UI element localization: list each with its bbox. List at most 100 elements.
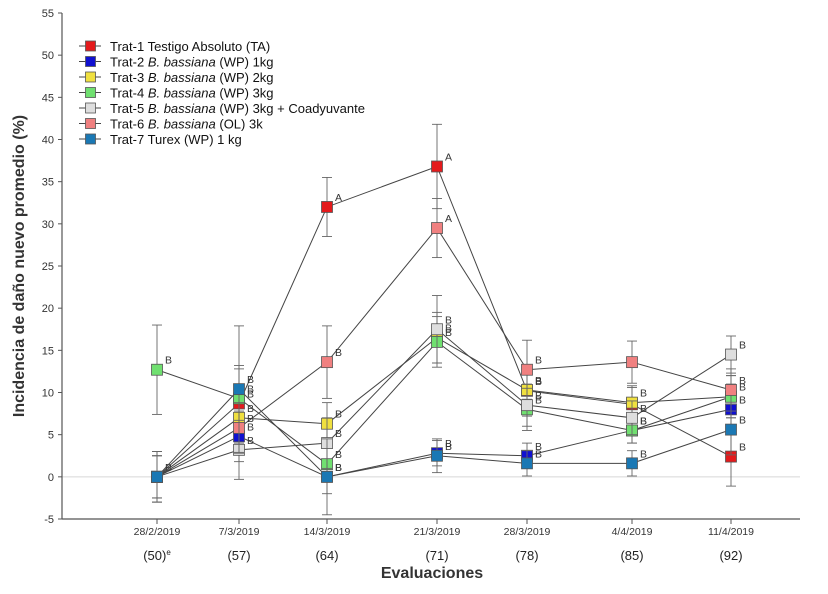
data-point [626, 356, 638, 369]
legend-desc: (WP) 1kg [219, 55, 273, 70]
significance-label: B [640, 403, 647, 415]
x-tick-label: 11/4/2019 [708, 526, 754, 538]
legend-desc: (WP) 2kg [219, 70, 273, 85]
y-tick-label: 30 [42, 219, 54, 231]
significance-label: B [739, 442, 746, 454]
legend-series-name: Trat-1 [110, 39, 148, 54]
data-point [321, 201, 333, 213]
significance-label: A [445, 151, 452, 163]
data-point [431, 449, 443, 462]
y-tick-label: 5 [48, 430, 54, 442]
x-day-label: (64) [315, 548, 338, 563]
significance-label: B [535, 441, 542, 453]
x-tick-label: 7/3/2019 [219, 526, 260, 538]
legend-series-name: Trat-6 [110, 117, 148, 132]
data-point [151, 363, 163, 376]
legend-item: Trat-6 B. bassiana (OL) 3k [79, 117, 263, 132]
significance-label: B [335, 347, 342, 359]
legend-desc: Testigo Absoluto (TA) [148, 39, 271, 54]
legend-species: B. bassiana [148, 117, 220, 132]
significance-label: B [739, 375, 746, 387]
legend-series-name: Trat-7 [110, 132, 148, 147]
data-point [431, 160, 443, 173]
data-point [321, 470, 333, 483]
legend-item: Trat-7 Turex (WP) 1 kg [79, 132, 242, 147]
data-point [233, 383, 245, 396]
legend-series-name: Trat-4 [110, 86, 148, 101]
legend-label: Trat-3 B. bassiana (WP) 2kg [110, 70, 274, 85]
data-point [521, 399, 533, 412]
data-point [626, 457, 638, 470]
legend-label: Trat-5 B. bassiana (WP) 3kg + Coadyuvant… [110, 101, 365, 116]
significance-label: A [335, 192, 342, 204]
x-tick-label: 4/4/2019 [612, 526, 653, 538]
x-tick-label: 28/3/2019 [504, 526, 551, 538]
data-point [626, 411, 638, 424]
significance-label: B [535, 355, 542, 367]
significance-label: B [165, 355, 172, 367]
legend-label: Trat-2 B. bassiana (WP) 1kg [110, 55, 274, 70]
significance-label: B [739, 340, 746, 352]
significance-label: B [335, 409, 342, 421]
data-point [431, 222, 443, 234]
legend-item: Trat-4 B. bassiana (WP) 3kg [79, 86, 274, 101]
significance-label: B [535, 390, 542, 402]
significance-label: B [247, 388, 254, 400]
significance-label: B [739, 415, 746, 427]
legend-desc: Turex (WP) 1 kg [148, 132, 242, 147]
significance-label: B [535, 448, 542, 460]
y-tick-label: 10 [42, 388, 54, 400]
x-day-label: (78) [515, 548, 538, 563]
significance-label: B [335, 462, 342, 474]
y-tick-label: 45 [42, 92, 54, 104]
significance-label: B [445, 327, 452, 339]
significance-label: B [335, 449, 342, 461]
y-tick-label: 20 [42, 303, 54, 315]
data-point [725, 384, 737, 396]
legend-swatch [85, 71, 96, 83]
significance-label: B [247, 435, 254, 447]
legend-swatch [85, 102, 96, 114]
data-point [521, 363, 533, 376]
significance-label: B [640, 415, 647, 427]
significance-label: B [535, 394, 542, 406]
legend-label: Trat-7 Turex (WP) 1 kg [110, 132, 242, 147]
significance-label: B [739, 394, 746, 406]
legend-species: B. bassiana [148, 55, 220, 70]
legend-series-name: Trat-5 [110, 101, 148, 116]
x-day-label: (92) [719, 548, 742, 563]
x-day-label: (71) [425, 548, 448, 563]
legend-swatch [85, 40, 96, 52]
x-day-label: (85) [620, 548, 643, 563]
data-point [725, 348, 737, 361]
legend-label: Trat-4 B. bassiana (WP) 3kg [110, 86, 274, 101]
significance-label: B [247, 413, 254, 425]
data-point [431, 323, 443, 336]
significance-label: B [247, 421, 254, 433]
significance-label: B [640, 448, 647, 460]
legend: Trat-1 Testigo Absoluto (TA)Trat-2 B. ba… [79, 39, 365, 147]
y-tick-label: 55 [42, 8, 54, 20]
legend-species: B. bassiana [148, 101, 220, 116]
x-tick-label: 21/3/2019 [414, 526, 461, 538]
significance-label: B [335, 428, 342, 440]
significance-label: B [247, 383, 254, 395]
data-point [521, 457, 533, 470]
legend-swatch [85, 56, 96, 67]
data-point [725, 423, 737, 436]
legend-series-name: Trat-2 [110, 55, 148, 70]
significance-label: B [445, 314, 452, 326]
legend-item: Trat-2 B. bassiana (WP) 1kg [79, 55, 274, 70]
significance-label: B [739, 382, 746, 394]
significance-label: B [445, 438, 452, 450]
legend-desc: (WP) 3kg + Coadyuvante [219, 101, 365, 116]
legend-swatch [85, 118, 96, 129]
significance-label: B [535, 376, 542, 388]
significance-label: B [165, 462, 172, 474]
legend-series-name: Trat-3 [110, 70, 148, 85]
legend-item: Trat-3 B. bassiana (WP) 2kg [79, 70, 274, 85]
significance-label: B [640, 415, 647, 427]
legend-item: Trat-5 B. bassiana (WP) 3kg + Coadyuvant… [79, 101, 365, 116]
